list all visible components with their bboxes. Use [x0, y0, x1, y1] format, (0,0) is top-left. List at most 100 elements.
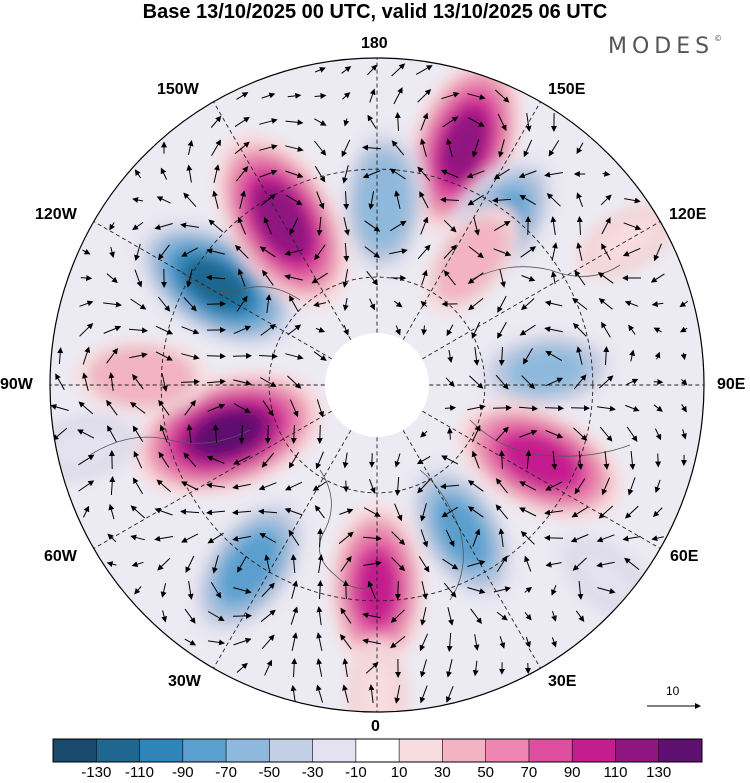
wind-vector	[624, 300, 639, 307]
wind-vector	[343, 190, 350, 210]
wind-vector	[103, 325, 122, 334]
wind-vector	[393, 87, 403, 105]
colorbar-ticks: -130 -110 -90 -70 -50 -30 -10 10 30 50 70 90 110 130	[0, 764, 750, 783]
wind-vector	[390, 609, 405, 623]
wind-vector	[395, 325, 401, 336]
wind-vector	[285, 119, 304, 126]
wind-vector	[106, 399, 118, 416]
wind-vector	[654, 351, 661, 360]
wind-vector	[545, 561, 562, 568]
wind-vector	[496, 611, 508, 621]
wind-vector	[343, 217, 350, 236]
wind-vector	[314, 505, 325, 519]
wind-vector	[622, 535, 641, 542]
wind-vector	[393, 300, 403, 308]
wind-vector	[390, 636, 406, 649]
wind-vector	[394, 580, 401, 600]
wind-vector	[597, 272, 614, 284]
wind-vector	[291, 658, 298, 678]
wind-vector	[603, 346, 610, 366]
wind-vector	[103, 301, 122, 308]
colorbar-tick-label: -110	[125, 764, 154, 781]
colorbar-tick-label: 70	[520, 764, 538, 781]
wind-vector	[362, 638, 381, 645]
wind-vector	[108, 503, 115, 520]
wind-vector	[290, 554, 297, 574]
wind-vector	[601, 217, 611, 235]
wind-vector	[576, 192, 584, 207]
latitude-circle	[268, 276, 486, 494]
wind-vector	[467, 272, 484, 284]
wind-vector	[369, 479, 376, 494]
wind-vector	[391, 140, 405, 156]
wind-vector	[653, 507, 663, 518]
wind-vector	[417, 88, 432, 103]
wind-vector	[109, 476, 116, 496]
wind-vector	[340, 633, 352, 650]
wind-vector	[134, 585, 142, 595]
wind-vector	[521, 375, 536, 390]
wind-vector	[261, 92, 276, 99]
anomaly-field	[50, 58, 678, 712]
wind-vector	[233, 587, 252, 594]
wind-vector	[181, 353, 200, 360]
colorbar-swatch	[182, 739, 227, 762]
wind-vector	[341, 139, 351, 158]
wind-vector	[261, 634, 275, 650]
wind-vector	[109, 222, 116, 231]
wind-vector	[158, 244, 170, 261]
wind-vector	[181, 533, 199, 543]
wind-vector	[545, 430, 564, 439]
colorbar-tick-label: -90	[171, 764, 194, 781]
wind-vector	[55, 373, 65, 391]
wind-vector	[421, 269, 428, 286]
wind-vector	[680, 378, 688, 386]
wind-vector	[551, 450, 558, 470]
wind-vector	[289, 295, 299, 313]
wind-vector	[525, 113, 532, 132]
wind-vector	[577, 450, 584, 470]
modes-logo: MODES©	[608, 34, 722, 59]
anomaly-contour	[435, 497, 489, 568]
wind-vector	[161, 373, 168, 392]
wind-vector	[236, 166, 249, 182]
wind-vector	[206, 378, 226, 385]
wind-vector	[212, 190, 219, 209]
wind-vector	[519, 481, 537, 491]
wind-vector	[446, 427, 453, 440]
wind-vector	[573, 374, 587, 390]
colorbar-swatch	[485, 739, 530, 762]
wind-vector	[470, 608, 482, 625]
wind-vector	[264, 659, 273, 676]
wind-vector	[342, 580, 349, 600]
wind-vector	[132, 221, 144, 231]
wind-vector	[287, 92, 302, 99]
wind-vector	[440, 196, 460, 203]
wind-vector	[623, 222, 642, 231]
wind-vector	[211, 139, 221, 157]
wind-vector	[342, 658, 349, 677]
wind-vector	[420, 430, 428, 438]
anomaly-contour	[500, 432, 580, 490]
wind-vector	[338, 531, 354, 545]
height-contour	[477, 416, 603, 506]
wind-vector	[415, 65, 433, 75]
wind-vector	[467, 587, 486, 594]
wind-vector	[441, 506, 458, 518]
wind-vector	[600, 194, 612, 206]
wind-vector	[206, 248, 225, 255]
wind-vector	[185, 555, 195, 574]
wind-vector	[342, 92, 351, 100]
colorbar-tick-label: 50	[477, 764, 495, 781]
wind-vector	[576, 346, 583, 365]
wind-vector	[546, 193, 561, 207]
colorbar-tick-label: 90	[563, 764, 581, 781]
wind-vector	[316, 191, 325, 210]
wind-vector	[79, 323, 94, 337]
wind-vector	[550, 271, 557, 285]
wind-vector	[156, 479, 172, 493]
wind-vector	[183, 297, 197, 312]
lobe-178e-negative	[340, 125, 426, 279]
wind-vector	[362, 535, 382, 542]
wind-vector	[576, 216, 583, 236]
